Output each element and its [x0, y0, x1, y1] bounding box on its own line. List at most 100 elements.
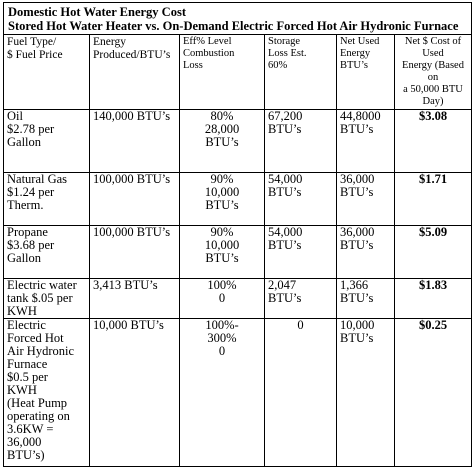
cell-text: Forced Hot	[7, 331, 64, 345]
cell-text: $1.71	[418, 172, 448, 186]
energy-cell: 10,000 BTU’s	[89, 318, 180, 467]
title-line-1: Domestic Hot Water Energy Cost	[8, 5, 186, 19]
energy-cell: 100,000 BTU’s	[89, 172, 180, 226]
net-cost-cell: $5.09	[393, 225, 473, 279]
net-used-cell: 10,000 BTU’s	[336, 318, 395, 467]
cell-text: 10,000	[204, 185, 240, 199]
cell-text: 100%-	[205, 318, 239, 332]
table-row-natural-gas: Natural Gas $1.24 per Therm. 100,000 BTU…	[3, 172, 473, 226]
header-row: Fuel Type/ $ Fuel Price Energy Produced/…	[3, 34, 473, 110]
cell-text: Electric water	[7, 278, 77, 292]
fuel-cell: Natural Gas $1.24 per Therm.	[3, 172, 90, 226]
cell-text: 44,8000	[340, 109, 381, 123]
cell-text: Furnace	[7, 357, 48, 371]
cell-text: 28,000	[204, 122, 240, 136]
header-energy-produced: Energy Produced/BTU’s	[89, 34, 180, 110]
efficiency-cell: 100% 0	[179, 278, 265, 319]
storage-cell: 54,000 BTU’s	[264, 225, 337, 279]
cell-text: BTU’s)	[7, 448, 45, 462]
cell-text: BTU’s	[268, 291, 302, 305]
cell-text: 1,366	[340, 278, 369, 292]
net-used-cell: 1,366 BTU’s	[336, 278, 395, 319]
cell-text: KWH	[7, 304, 37, 318]
table-row-hydronic-furnace: Electric Forced Hot Air Hydronic Furnace…	[3, 318, 473, 467]
net-cost-cell: $0.25	[393, 318, 473, 467]
cell-text: 90%	[210, 225, 234, 239]
header-text: $ Fuel Price	[7, 49, 63, 61]
energy-cell: 140,000 BTU’s	[89, 109, 180, 173]
cell-text: Electric	[7, 318, 46, 332]
cell-text: BTU’s	[268, 185, 302, 199]
cell-text: $0.5 per	[7, 370, 48, 384]
storage-cell: 67,200 BTU’s	[264, 109, 337, 173]
cell-text: $5.09	[418, 225, 448, 239]
header-text: Net Used	[340, 36, 380, 47]
header-text: Eff% Level	[183, 36, 232, 47]
cell-text: 80%	[210, 109, 234, 123]
storage-cell: 54,000 BTU’s	[264, 172, 337, 226]
energy-cell: 100,000 BTU’s	[89, 225, 180, 279]
cell-text: 10,000 BTU’s	[93, 318, 164, 332]
energy-cell: 3,413 BTU’s	[89, 278, 180, 319]
cell-text: $3.08	[418, 109, 448, 123]
table-title: Domestic Hot Water Energy Cost Stored Ho…	[2, 2, 473, 35]
cell-text: Propane	[7, 225, 48, 239]
header-text: a 50,000 BTU	[403, 84, 463, 95]
header-net-cost: Net $ Cost of Used Energy (Based on a 50…	[393, 34, 473, 110]
header-text: Storage	[268, 36, 301, 47]
cell-text: BTU’s	[340, 122, 374, 136]
cell-text: 54,000	[268, 172, 303, 186]
header-efficiency: Eff% Level Combustion Loss	[179, 34, 265, 110]
header-text: Loss	[183, 60, 203, 71]
cell-text: BTU’s	[340, 331, 374, 345]
cell-text: BTU’s	[268, 238, 302, 252]
cell-text: BTU’s	[205, 198, 239, 212]
cell-text: BTU’s	[340, 185, 374, 199]
cell-text: 100%	[207, 278, 237, 292]
cell-text: Air Hydronic	[7, 344, 74, 358]
fuel-cell: Oil $2.78 per Gallon	[3, 109, 90, 173]
table-row-oil: Oil $2.78 per Gallon 140,000 BTU’s 80% 2…	[3, 109, 473, 173]
cell-text: $3.68 per	[7, 238, 55, 252]
cell-text: Oil	[7, 109, 23, 123]
cell-text: Therm.	[7, 198, 44, 212]
header-text: Energy	[93, 36, 127, 48]
cell-text: BTU’s	[205, 135, 239, 149]
cell-text: 3,413 BTU’s	[93, 278, 158, 292]
header-text: Loss Est.	[268, 48, 307, 59]
storage-cell: 0	[264, 318, 337, 467]
header-text: Energy (Based on	[402, 60, 464, 83]
title-row: Domestic Hot Water Energy Cost Stored Ho…	[2, 2, 473, 35]
cell-text: $2.78 per	[7, 122, 55, 136]
storage-cell: 2,047 BTU’s	[264, 278, 337, 319]
cell-text: BTU’s	[268, 122, 302, 136]
net-cost-cell: $1.71	[393, 172, 473, 226]
cell-text: 67,200	[268, 109, 303, 123]
cell-text: $1.24 per	[7, 185, 55, 199]
cell-text: 3.6KW =	[7, 422, 54, 436]
table-row-electric-tank: Electric water tank $.05 per KWH 3,413 B…	[3, 278, 473, 319]
cell-text: 36,000	[7, 435, 42, 449]
net-used-cell: 36,000 BTU’s	[336, 225, 395, 279]
fuel-cell: Electric Forced Hot Air Hydronic Furnace…	[3, 318, 90, 467]
cell-text: Gallon	[7, 135, 42, 149]
cell-text: 100,000 BTU’s	[93, 172, 171, 186]
header-text: Produced/BTU’s	[93, 49, 171, 61]
cell-text: 140,000 BTU’s	[93, 109, 171, 123]
fuel-cell: Electric water tank $.05 per KWH	[3, 278, 90, 319]
header-text: Net $ Cost of Used	[404, 36, 462, 59]
cell-text: 36,000	[340, 172, 375, 186]
header-text: 60%	[268, 60, 288, 71]
cell-text: 10,000	[340, 318, 375, 332]
efficiency-cell: 90% 10,000 BTU’s	[179, 172, 265, 226]
cell-text: 300%	[207, 331, 237, 345]
header-text: Energy	[340, 48, 371, 59]
header-net-used: Net Used Energy BTU’s	[336, 34, 395, 110]
header-text: Combustion	[183, 48, 235, 59]
efficiency-cell: 80% 28,000 BTU’s	[179, 109, 265, 173]
efficiency-cell: 90% 10,000 BTU’s	[179, 225, 265, 279]
header-storage-loss: Storage Loss Est. 60%	[264, 34, 337, 110]
cell-text: BTU’s	[205, 251, 239, 265]
